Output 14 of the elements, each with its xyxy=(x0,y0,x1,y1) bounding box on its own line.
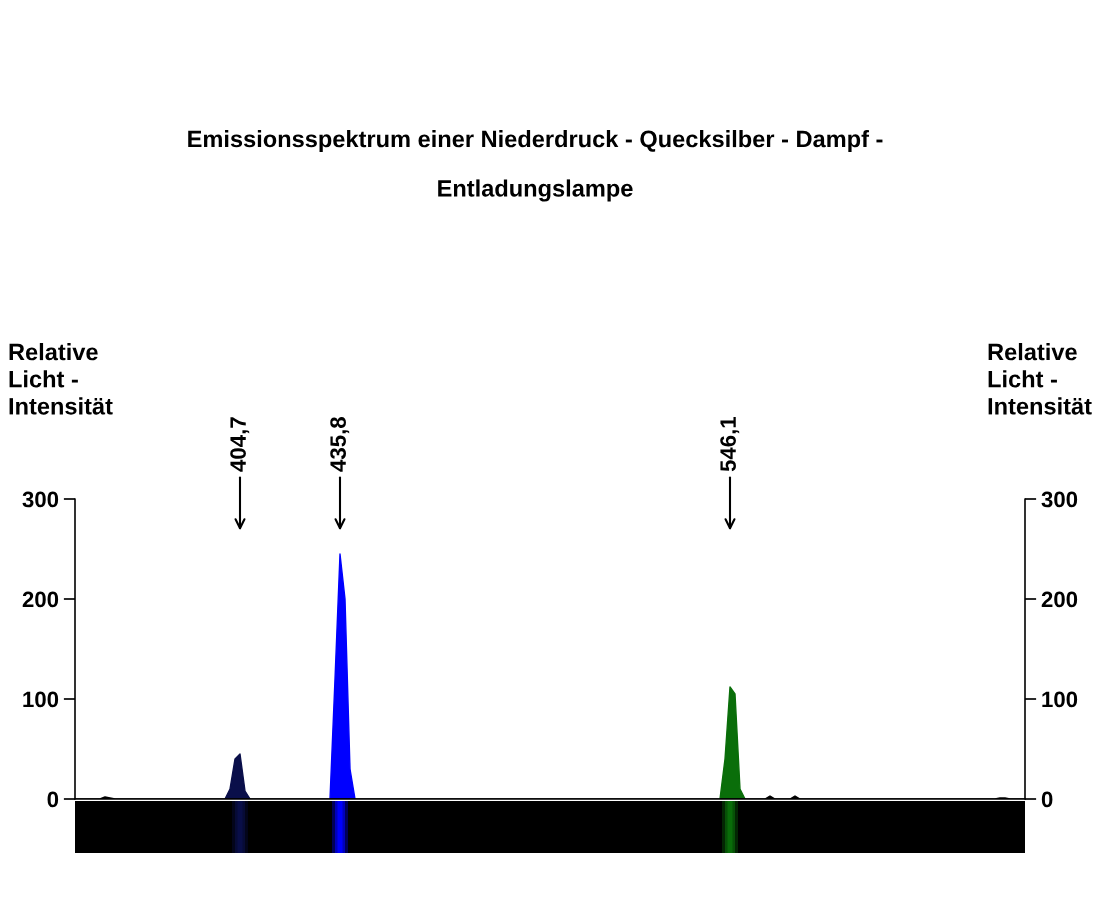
y-axis-title: Relative Licht - Intensität xyxy=(9,343,113,415)
text: 546,1 xyxy=(720,417,740,472)
y2-tick-label: 200 xyxy=(1041,591,1078,608)
y2-tick-label: 0 xyxy=(1041,791,1053,808)
y2-tick-label: 300 xyxy=(1041,491,1078,508)
y2-axis-title: Relative Licht - Intensität xyxy=(988,343,1092,415)
y-tick-label: 0 xyxy=(47,791,59,808)
text: 435,8 xyxy=(330,417,350,472)
y-tick-label: 200 xyxy=(22,591,59,608)
y-tick-label: 300 xyxy=(22,491,59,508)
y-tick-label: 100 xyxy=(23,691,59,708)
y2-tick-label: 100 xyxy=(1042,691,1078,708)
chart-title: Emissionsspektrum einer Niederdruck - Quecksilber - Dampf - Entladungslampe xyxy=(188,130,883,202)
text: 404,7 xyxy=(230,417,250,472)
